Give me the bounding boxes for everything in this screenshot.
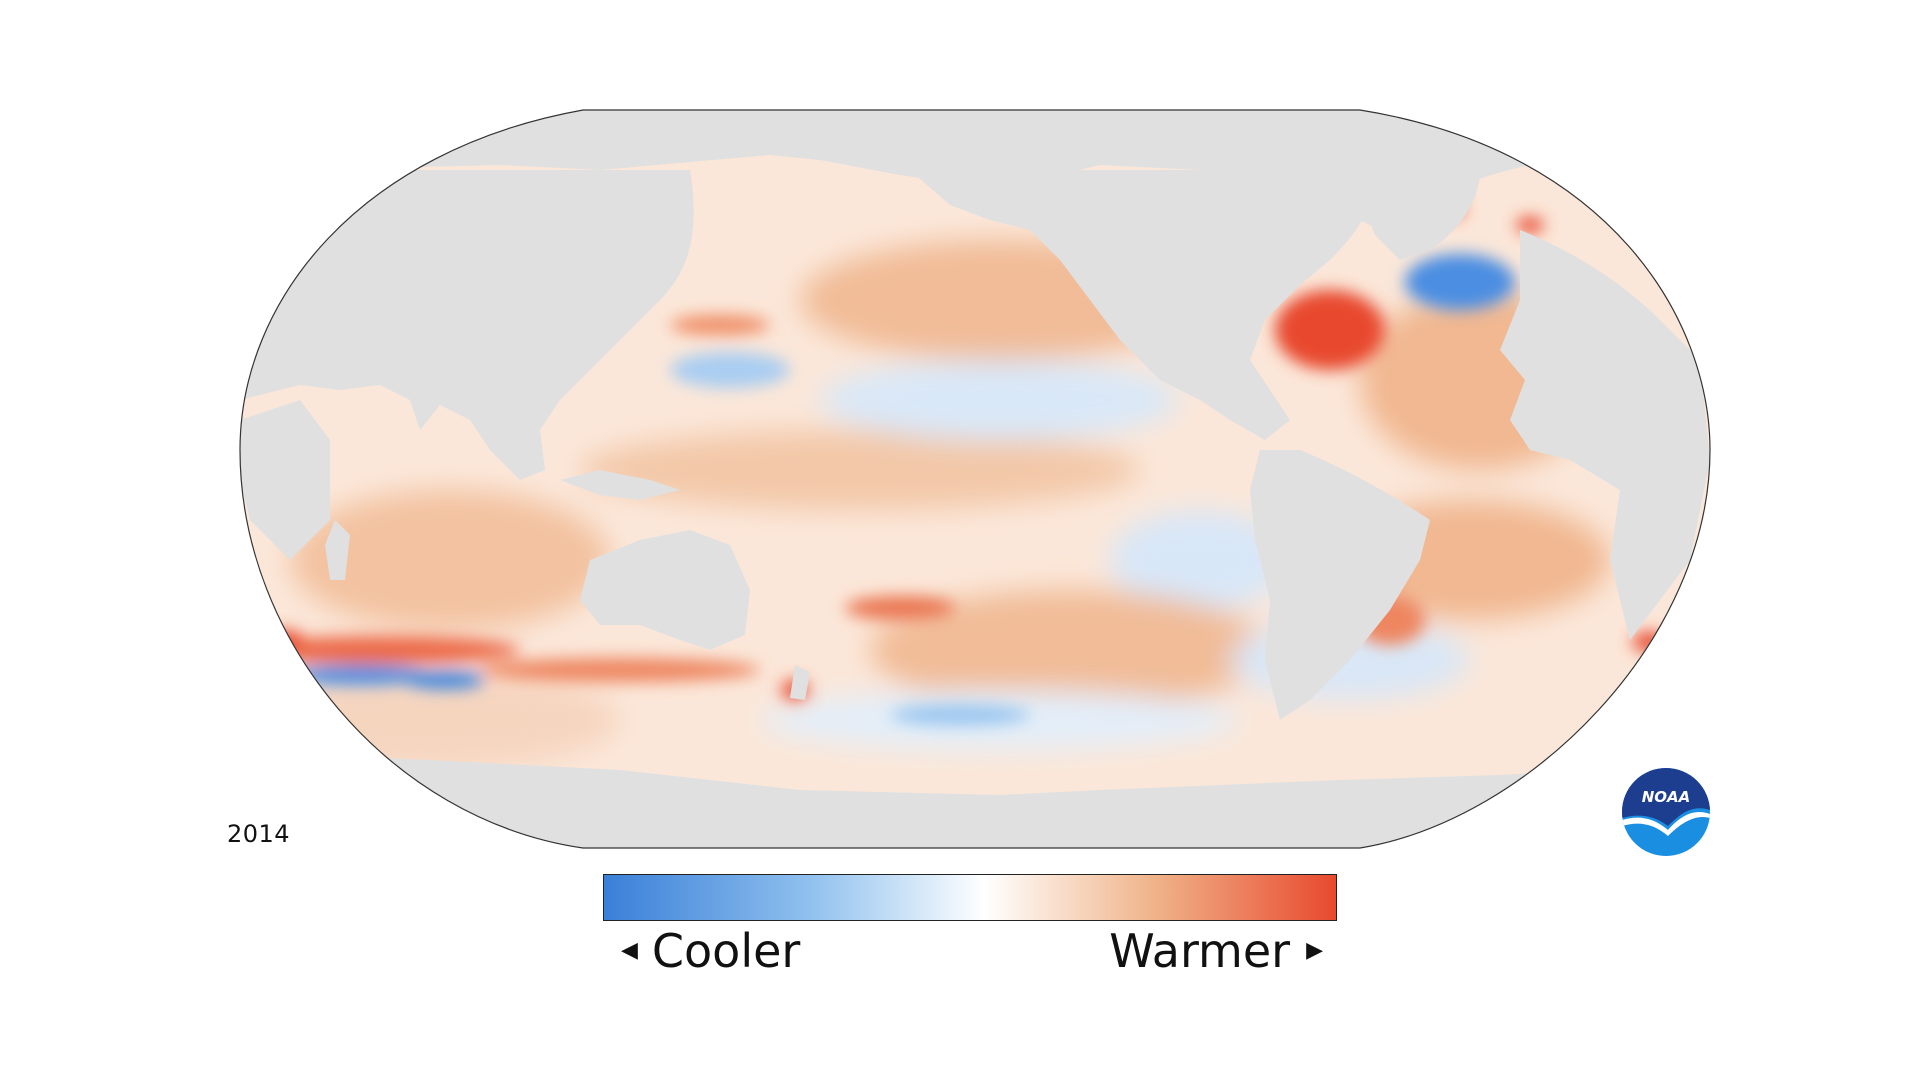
legend-cooler-text: Cooler [651, 924, 801, 978]
south-america [1250, 450, 1430, 720]
madagascar [325, 520, 350, 580]
year-label: 2014 [227, 820, 291, 848]
noaa-logo-text: NOAA [1642, 788, 1691, 806]
asia [240, 170, 694, 480]
land [240, 110, 1710, 848]
triangle-left-icon: ◀ [621, 938, 638, 963]
triangle-right-icon: ▶ [1306, 938, 1323, 963]
legend-cooler: ◀ Cooler [621, 928, 800, 974]
greenland [1350, 170, 1480, 260]
legend-warmer-text: Warmer [1109, 924, 1291, 978]
indonesia [560, 470, 680, 500]
strong-anomalies [240, 198, 1668, 725]
new-zealand [790, 665, 810, 700]
africa-east [240, 400, 330, 560]
africa-europe [1500, 230, 1710, 640]
north-america [910, 170, 1373, 440]
map-border [239, 109, 1711, 849]
legend-warmer: Warmer ▶ [1109, 928, 1323, 974]
color-scale-bar [603, 874, 1337, 921]
australia [580, 530, 750, 650]
map-globe [240, 110, 1710, 848]
antarctica [240, 750, 1710, 848]
noaa-logo-icon: NOAA [1622, 768, 1710, 856]
